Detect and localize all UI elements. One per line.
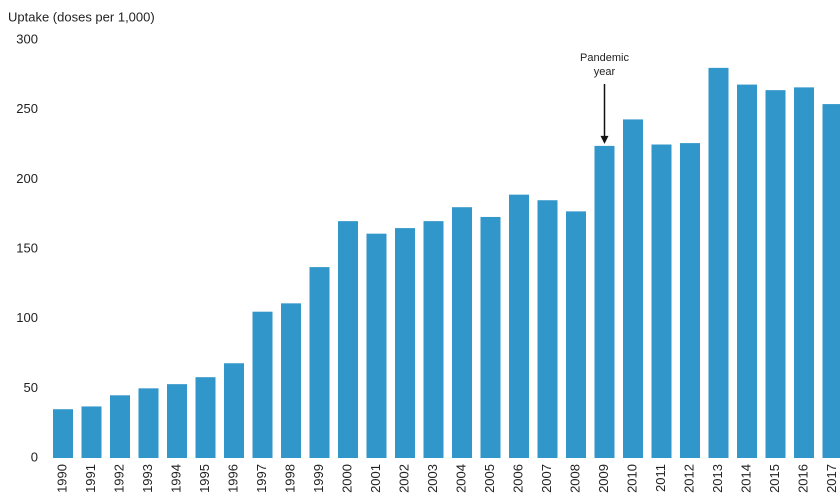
bar [366, 233, 387, 458]
bar [680, 143, 700, 458]
x-tick-label: 1991 [83, 464, 98, 493]
bar [395, 228, 415, 458]
bar [822, 104, 840, 459]
x-tick-label: 1996 [225, 464, 240, 493]
x-tick-label: 2017 [824, 464, 839, 493]
x-tick-label: 2007 [539, 464, 554, 493]
bar [281, 303, 301, 458]
y-tick-label: 50 [24, 380, 38, 395]
x-tick-label: 2003 [425, 464, 440, 493]
bar [537, 200, 558, 458]
bar [138, 388, 159, 458]
x-tick-label: 2012 [681, 464, 696, 493]
y-tick-label: 250 [16, 101, 38, 116]
x-tick-label: 2000 [339, 464, 354, 493]
x-tick-label: 1997 [254, 464, 269, 493]
y-tick-label: 200 [16, 171, 38, 186]
bar [651, 144, 672, 458]
x-tick-label: 2001 [368, 464, 383, 493]
bar [423, 221, 444, 458]
bar [309, 267, 330, 458]
x-tick-label: 1993 [140, 464, 155, 493]
y-axis-label: Uptake (doses per 1,000) [8, 9, 155, 24]
bar [480, 216, 501, 458]
x-tick-label: 2008 [567, 464, 582, 493]
bar [81, 406, 102, 458]
annotation-arrowhead [600, 135, 609, 144]
bar [566, 211, 586, 458]
y-tick-label: 150 [16, 240, 38, 255]
x-tick-label: 2014 [738, 464, 753, 493]
bar [708, 67, 729, 458]
bar [53, 409, 73, 458]
bar [794, 87, 814, 458]
x-tick-label: 2004 [453, 464, 468, 493]
x-tick-label: 1999 [311, 464, 326, 493]
x-tick-label: 2013 [710, 464, 725, 493]
bar [224, 363, 244, 458]
x-tick-label: 2005 [482, 464, 497, 493]
bar [110, 395, 130, 458]
bar [594, 145, 615, 459]
x-tick-label: 1995 [197, 464, 212, 493]
bar [167, 384, 187, 458]
x-tick-label: 1990 [54, 464, 69, 493]
bar [737, 84, 757, 458]
y-tick-label: 300 [16, 31, 38, 46]
bar [509, 194, 529, 458]
x-tick-label: 2010 [624, 464, 639, 493]
x-tick-label: 1992 [111, 464, 126, 493]
bar [252, 311, 273, 458]
bar [338, 221, 358, 458]
bar [765, 90, 786, 458]
x-tick-label: 1994 [168, 464, 183, 493]
y-tick-label: 0 [31, 449, 38, 464]
x-tick-label: 2002 [396, 464, 411, 493]
y-tick-label: 100 [16, 310, 38, 325]
annotation-text: Pandemic [580, 52, 629, 64]
annotation-text: year [594, 66, 616, 78]
x-tick-label: 2015 [767, 464, 782, 493]
bar [195, 377, 216, 458]
x-tick-label: 2011 [653, 464, 668, 492]
x-tick-label: 1998 [282, 464, 297, 493]
x-tick-label: 2006 [510, 464, 525, 493]
x-tick-label: 2009 [596, 464, 611, 493]
x-tick-label: 2016 [795, 464, 810, 493]
bar [623, 119, 643, 459]
bar [452, 207, 472, 458]
